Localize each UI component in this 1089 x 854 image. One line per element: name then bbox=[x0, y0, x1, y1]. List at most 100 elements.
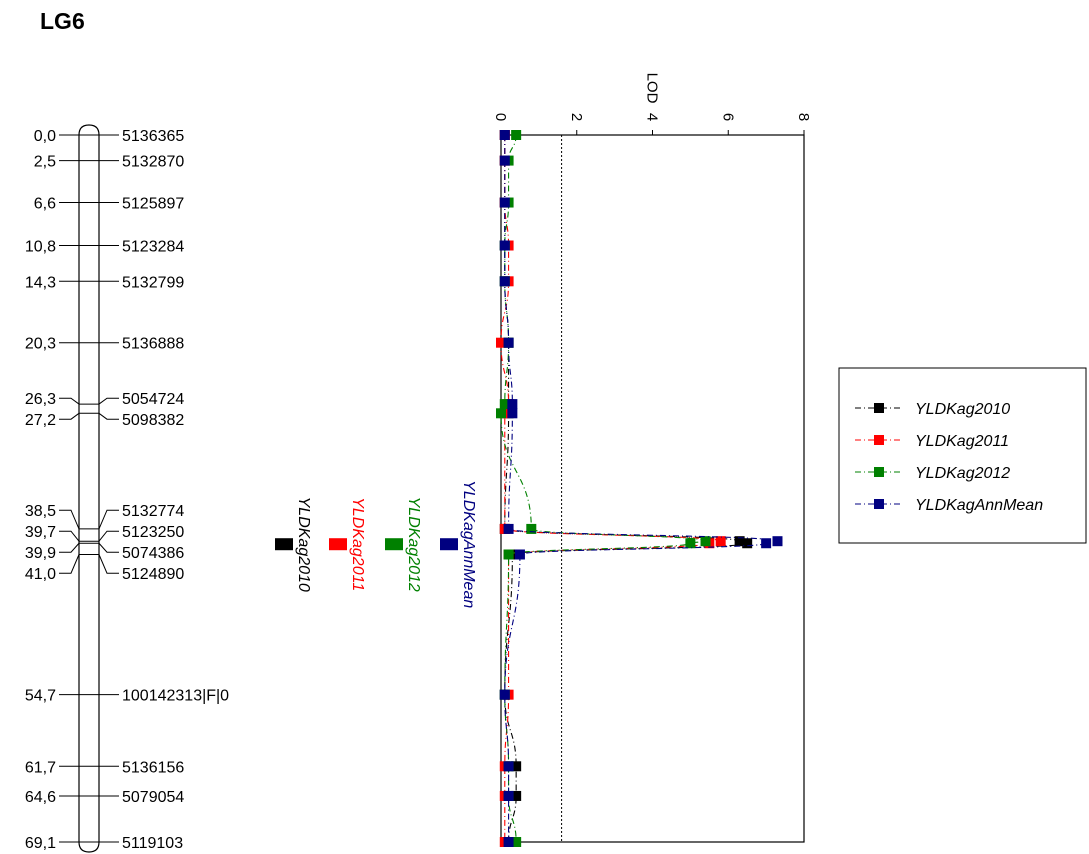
series-point-YLDKagAnnMean bbox=[499, 276, 510, 287]
qtl-label: YLDKag2012 bbox=[405, 497, 422, 592]
lod-tick-label: 0 bbox=[492, 113, 509, 121]
series-line-YLDKagAnnMean bbox=[504, 135, 779, 842]
series-line-YLDKag2011 bbox=[500, 135, 722, 842]
series-point-YLDKag2012 bbox=[685, 538, 696, 549]
marker-connector-left bbox=[59, 554, 80, 574]
marker-position-label: 39,7 bbox=[25, 524, 56, 541]
marker-name-label: 5054724 bbox=[122, 391, 184, 408]
marker-position-label: 38,5 bbox=[25, 503, 56, 520]
marker-name-label: 5136156 bbox=[122, 759, 184, 776]
series-line-YLDKag2010 bbox=[504, 135, 748, 843]
series-point-YLDKagAnnMean bbox=[503, 523, 514, 534]
series-point-YLDKag2012 bbox=[503, 549, 514, 560]
qtl-marker-box bbox=[385, 538, 403, 551]
lod-axis-label: LOD bbox=[644, 73, 661, 104]
qtl-label: YLDKag2010 bbox=[295, 497, 312, 592]
qtl-marker-box bbox=[329, 538, 347, 551]
series-point-YLDKagAnnMean bbox=[761, 538, 772, 549]
marker-connector-left bbox=[59, 397, 80, 405]
marker-connector-right bbox=[98, 542, 119, 553]
legend-swatch bbox=[874, 435, 884, 445]
marker-position-label: 54,7 bbox=[25, 688, 56, 705]
series-point-YLDKag2011 bbox=[715, 536, 726, 547]
marker-name-label: 5123284 bbox=[122, 239, 184, 256]
legend-entry-label: YLDKag2011 bbox=[915, 433, 1009, 450]
marker-position-label: 26,3 bbox=[25, 391, 56, 408]
marker-position-label: 41,0 bbox=[25, 566, 56, 583]
legend: YLDKag2010 YLDKag2011 YLDKag2012 YLDKagAnnM… bbox=[838, 367, 1087, 544]
legend-frame bbox=[838, 367, 1087, 544]
marker-name-label: 100142313|F|0 bbox=[122, 688, 229, 705]
series-point-YLDKag2012 bbox=[496, 408, 506, 419]
series-point-YLDKag2010 bbox=[734, 536, 745, 547]
marker-connector-left bbox=[59, 509, 80, 530]
marker-name-label: 5136365 bbox=[122, 128, 184, 145]
qtl-marker-box bbox=[440, 538, 458, 551]
series-line-YLDKag2012 bbox=[500, 134, 707, 843]
qtl-label: YLDKagAnnMean bbox=[460, 480, 477, 608]
marker-position-label: 64,6 bbox=[25, 789, 56, 806]
series-point-YLDKag2012 bbox=[511, 130, 522, 140]
lod-tick-label: 2 bbox=[568, 113, 585, 121]
series-point-YLDKagAnnMean bbox=[514, 549, 525, 560]
marker-name-label: 5079054 bbox=[122, 789, 184, 806]
series-point-YLDKag2010 bbox=[742, 538, 753, 549]
series-point-YLDKagAnnMean bbox=[772, 536, 783, 547]
marker-name-label: 5119103 bbox=[122, 835, 183, 852]
marker-connector-right bbox=[98, 412, 119, 420]
marker-position-label: 2,5 bbox=[34, 154, 56, 171]
series-point-YLDKag2012 bbox=[499, 399, 510, 410]
marker-name-label: 5074386 bbox=[122, 545, 184, 562]
marker-position-label: 27,2 bbox=[25, 412, 56, 429]
marker-position-label: 0,0 bbox=[34, 128, 56, 145]
qtl-labels: YLDKag2010 YLDKag2011 YLDKag2012 YLDKagAnnM… bbox=[275, 480, 477, 608]
series-point-YLDKag2012 bbox=[511, 837, 522, 847]
series-point-YLDKagAnnMean bbox=[507, 408, 518, 419]
marker-position-label: 61,7 bbox=[25, 759, 56, 776]
marker-position-label: 10,8 bbox=[25, 239, 56, 256]
series-point-YLDKag2010 bbox=[511, 761, 522, 772]
marker-connector-right bbox=[98, 530, 119, 542]
legend-entry-label: YLDKag2012 bbox=[915, 465, 1010, 482]
marker-connector-left bbox=[59, 530, 80, 542]
lod-tick-label: 8 bbox=[795, 113, 812, 121]
series-point-YLDKagAnnMean bbox=[503, 337, 514, 348]
marker-name-label: 5132774 bbox=[122, 503, 184, 520]
series-point-YLDKagAnnMean bbox=[503, 761, 514, 772]
marker-name-label: 5132799 bbox=[122, 274, 184, 291]
marker-position-label: 20,3 bbox=[25, 336, 56, 353]
legend-swatch bbox=[874, 403, 884, 413]
series-point-YLDKagAnnMean bbox=[499, 155, 510, 166]
legend-swatch bbox=[874, 467, 884, 477]
marker-name-label: 5124890 bbox=[122, 566, 184, 583]
qtl-marker-box bbox=[275, 538, 293, 551]
marker-name-label: 5136888 bbox=[122, 336, 184, 353]
marker-connector-left bbox=[59, 542, 80, 553]
series-point-YLDKagAnnMean bbox=[499, 197, 510, 208]
lod-tick-label: 6 bbox=[719, 113, 736, 121]
marker-connector-right bbox=[98, 509, 119, 530]
lod-tick-label: 4 bbox=[644, 113, 661, 121]
series-point-YLDKag2012 bbox=[526, 523, 537, 534]
marker-position-label: 14,3 bbox=[25, 274, 56, 291]
legend-entry-label: YLDKagAnnMean bbox=[915, 497, 1043, 514]
series-point-YLDKag2012 bbox=[700, 536, 711, 547]
legend-entry-label: YLDKag2010 bbox=[915, 401, 1010, 418]
marker-name-label: 5125897 bbox=[122, 196, 184, 213]
marker-position-label: 39,9 bbox=[25, 545, 56, 562]
marker-connector-right bbox=[98, 554, 119, 574]
marker-name-label: 5098382 bbox=[122, 412, 184, 429]
series-point-YLDKagAnnMean bbox=[503, 790, 514, 801]
series-point-YLDKag2010 bbox=[511, 790, 522, 801]
plot-frame bbox=[500, 134, 805, 843]
legend-swatch bbox=[874, 499, 884, 509]
series-point-YLDKagAnnMean bbox=[499, 240, 510, 251]
marker-position-label: 69,1 bbox=[25, 835, 56, 852]
qtl-label: YLDKag2011 bbox=[349, 497, 366, 591]
marker-position-label: 6,6 bbox=[34, 196, 56, 213]
linkage-map: 0,0 5136365 2,5 5132870 6,6 5125897 10,8 512328… bbox=[25, 124, 229, 853]
marker-connector-left bbox=[59, 412, 80, 420]
series-point-YLDKag2011 bbox=[496, 337, 506, 348]
chart-title: LG6 bbox=[40, 8, 85, 34]
